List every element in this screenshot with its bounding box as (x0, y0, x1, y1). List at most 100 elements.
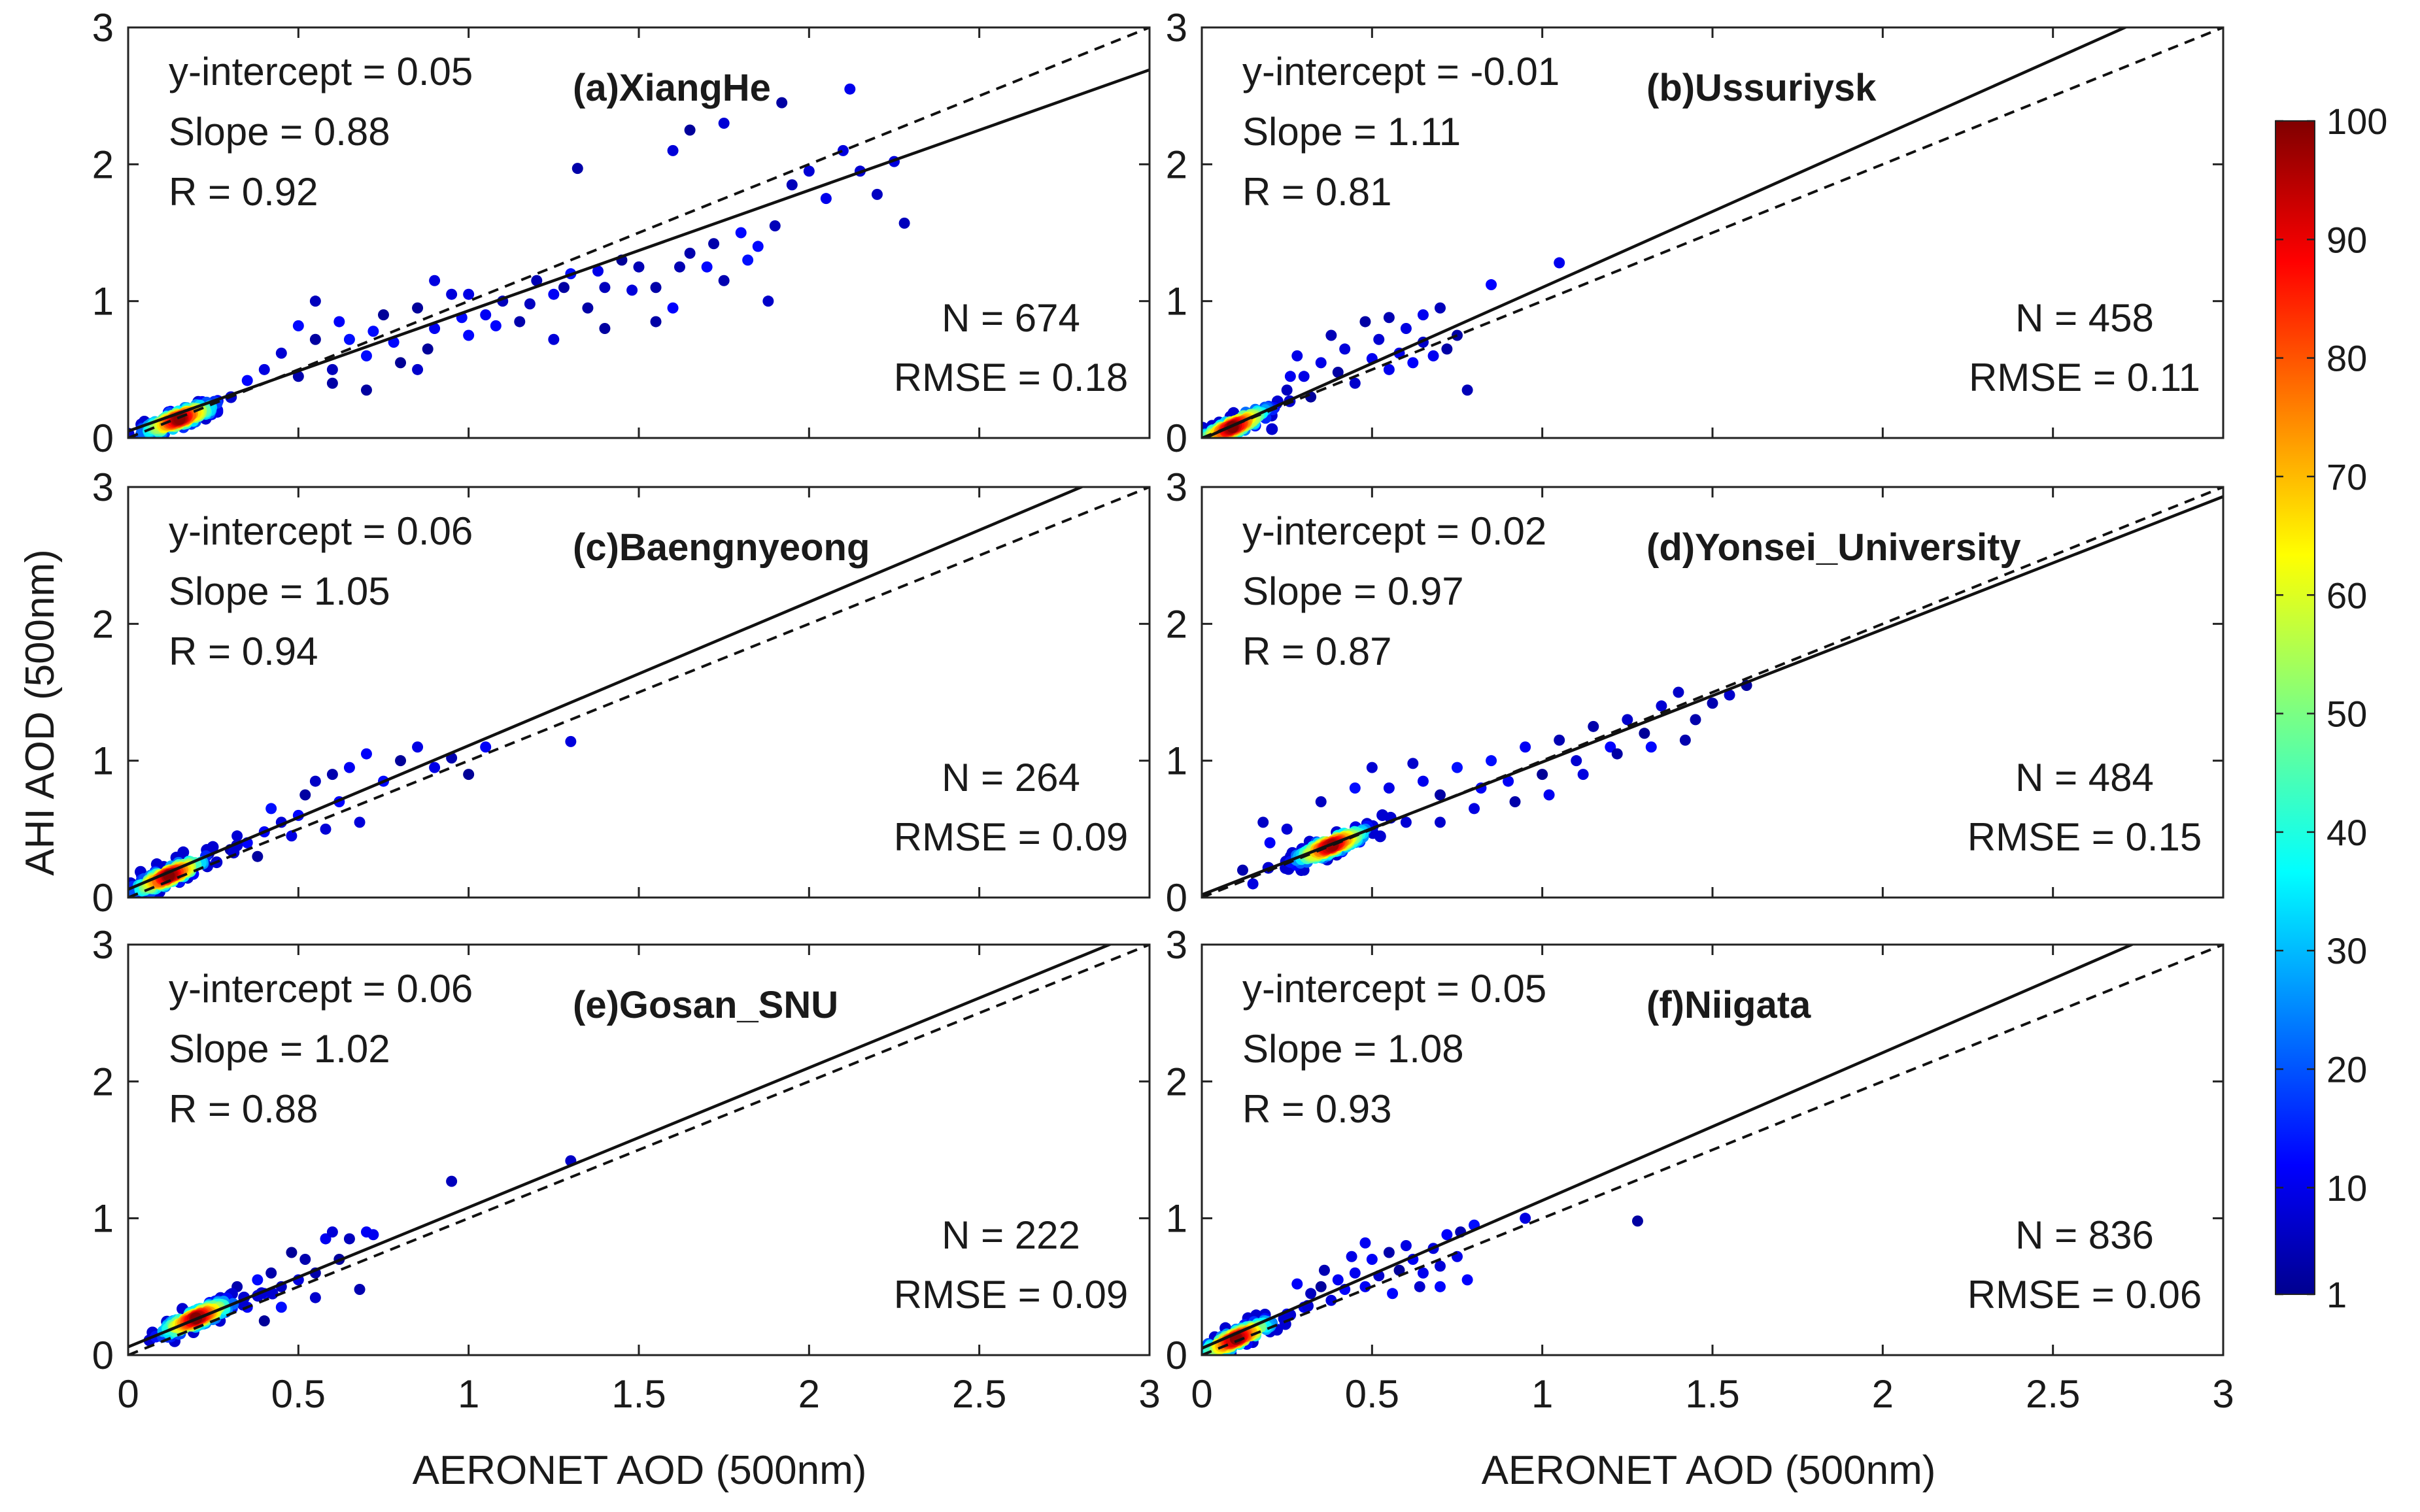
data-point (309, 1292, 321, 1303)
data-point (1486, 279, 1497, 291)
data-point (1452, 762, 1463, 773)
data-point (320, 1233, 332, 1245)
data-point (1305, 1288, 1317, 1300)
data-point (326, 377, 338, 389)
data-point (378, 309, 389, 321)
data-point (1393, 1264, 1405, 1276)
data-point (762, 295, 774, 307)
data-point (1188, 1347, 1200, 1359)
data-point (463, 769, 475, 781)
data-point (786, 179, 798, 191)
data-point (422, 343, 434, 355)
data-point (548, 288, 560, 300)
data-point (343, 1233, 355, 1245)
data-point (275, 347, 287, 359)
data-point (1187, 433, 1199, 445)
x-axis-label-right: AERONET AOD (500nm) (1482, 1448, 1936, 1493)
plot-area (128, 487, 1150, 898)
y-tick-label: 3 (1166, 923, 1187, 967)
x-axis-label-left: AERONET AOD (500nm) (413, 1448, 867, 1493)
data-point (592, 265, 604, 277)
data-point (1417, 775, 1429, 787)
one-to-one-line (128, 487, 1150, 898)
colorbar-tick-label: 100 (2326, 101, 2387, 142)
data-point (463, 329, 475, 341)
n-label: N = 264 (942, 756, 1080, 799)
data-point (633, 261, 645, 273)
data-point (429, 762, 441, 773)
y-tick-label: 0 (1166, 876, 1187, 920)
data-point (326, 769, 338, 781)
data-point (514, 316, 526, 328)
one-to-one-line (1202, 945, 2223, 1355)
slope-label: Slope = 0.88 (169, 110, 390, 154)
data-point (1673, 686, 1684, 698)
data-point (1210, 441, 1222, 452)
x-tick-label: 0.5 (1345, 1372, 1399, 1416)
data-point (1407, 357, 1419, 369)
colorbar-tick-label: 20 (2326, 1049, 2367, 1090)
y-tick-label: 0 (1166, 416, 1187, 460)
colorbar-tick-label: 70 (2326, 456, 2367, 497)
panel-title: (a)XiangHe (573, 67, 771, 109)
y-tick-label: 1 (92, 1197, 114, 1241)
data-point (360, 748, 372, 760)
data-point (1417, 1267, 1429, 1279)
x-tick-label: 0 (117, 1372, 139, 1416)
r-label: R = 0.93 (1242, 1087, 1392, 1131)
panel-title: (c)Baengnyeong (573, 526, 870, 569)
data-point (1383, 782, 1395, 794)
data-point (1359, 316, 1371, 328)
plot-area (1188, 945, 2223, 1363)
x-tick-label: 3 (1138, 1372, 1160, 1416)
data-point (1571, 755, 1582, 767)
data-point (231, 830, 243, 842)
colorbar-tick-label: 10 (2326, 1168, 2367, 1209)
data-point (258, 363, 270, 375)
plot-area (1187, 27, 2223, 452)
y-tick-label: 2 (92, 602, 114, 646)
data-point (1724, 689, 1735, 701)
data-point (1469, 803, 1480, 815)
data-point (1690, 714, 1701, 726)
data-point (1387, 1288, 1399, 1300)
data-point (326, 1226, 338, 1238)
data-point (1461, 384, 1473, 396)
rmse-label: RMSE = 0.06 (1968, 1273, 2202, 1317)
data-point (1298, 371, 1310, 382)
data-point (718, 118, 730, 129)
regression-line (128, 487, 1085, 891)
data-point (769, 220, 781, 232)
data-point (898, 217, 910, 229)
n-label: N = 222 (942, 1213, 1080, 1257)
data-point (1486, 755, 1497, 767)
data-point (667, 144, 679, 156)
r-label: R = 0.94 (169, 630, 318, 673)
data-point (367, 326, 379, 337)
data-point (299, 789, 311, 801)
data-point (1605, 741, 1616, 753)
data-point (241, 375, 253, 386)
data-point (599, 323, 611, 335)
regression-line (1202, 27, 2129, 438)
data-point (1656, 700, 1667, 712)
data-point (412, 363, 424, 375)
rmse-label: RMSE = 0.11 (1969, 356, 2200, 399)
y-tick-label: 1 (1166, 280, 1187, 324)
data-point (333, 316, 345, 328)
data-point (1611, 748, 1623, 760)
data-point (354, 816, 366, 828)
data-point (1441, 1229, 1453, 1241)
data-point (1631, 1215, 1643, 1227)
data-point (701, 261, 713, 273)
data-point (626, 284, 638, 296)
data-point (1264, 837, 1276, 848)
colorbar-tick-label: 80 (2326, 338, 2367, 379)
x-tick-label: 1.5 (611, 1372, 666, 1416)
panel-c-baengnyeong: 0 1 2 3 y-intercept = 0.06 Slope = 1.05 R = 0.… (92, 465, 1151, 920)
data-point (803, 165, 815, 177)
x-tick-label: 1 (1531, 1372, 1553, 1416)
plot-area (128, 945, 1150, 1355)
y-intercept-label: y-intercept = 0.02 (1242, 509, 1546, 553)
data-point (1189, 1351, 1201, 1363)
